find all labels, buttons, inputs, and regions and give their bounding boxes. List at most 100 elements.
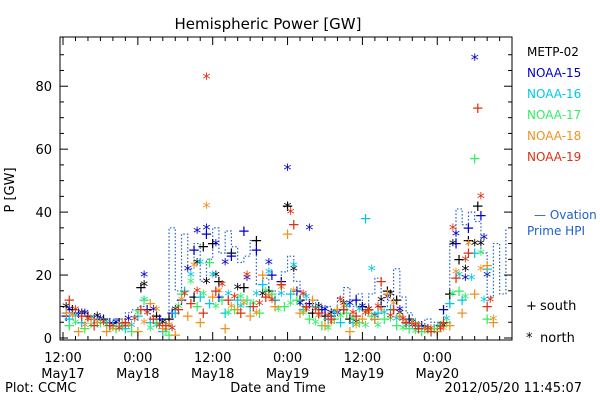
south-point-noaa-19: + (462, 244, 475, 262)
north-point-noaa-15: * (305, 220, 313, 239)
north-point-noaa-19: * (231, 289, 239, 308)
south-point-metp-02: + (381, 282, 394, 300)
north-point-noaa-19: * (449, 220, 457, 239)
south-point-noaa-17: + (378, 310, 391, 328)
south-point-noaa-19: + (425, 323, 438, 341)
south-point-noaa-18: + (256, 266, 269, 284)
x-tick-label-time: 0:00 (423, 351, 452, 366)
south-point-metp-02: + (331, 301, 344, 319)
legend-entry-noaa-15: NOAA-15 (527, 66, 581, 80)
south-point-noaa-16: + (219, 304, 232, 322)
south-point-noaa-19: + (222, 291, 235, 309)
north-point-noaa-15: * (202, 220, 210, 239)
south-point-noaa-18: + (194, 313, 207, 331)
north-point-noaa-17: * (162, 324, 170, 343)
north-point-noaa-17: * (477, 245, 485, 264)
south-point-noaa-18: + (481, 257, 494, 275)
legend-entry-noaa-17: NOAA-17 (527, 108, 581, 122)
south-point-noaa-15: + (188, 241, 201, 259)
north-point-metp-02: * (471, 236, 479, 255)
south-point-noaa-18: + (169, 326, 182, 344)
south-point-noaa-16: + (309, 298, 322, 316)
north-point-noaa-18: * (140, 314, 148, 333)
south-point-noaa-19: + (197, 304, 210, 322)
north-point-noaa-19: * (287, 204, 295, 223)
south-point-metp-02: + (135, 279, 148, 297)
north-point-noaa-16: * (196, 254, 204, 273)
north-point-noaa-15: * (221, 254, 229, 273)
south-point-noaa-15: + (103, 313, 116, 331)
south-point-noaa-19: + (259, 288, 272, 306)
north-point-noaa-18: * (252, 305, 260, 324)
north-point-metp-02: * (427, 321, 435, 340)
north-point-noaa-18: * (315, 308, 323, 327)
north-point-noaa-19: * (84, 311, 92, 330)
south-point-noaa-19: + (472, 99, 485, 117)
south-point-noaa-16: + (297, 301, 310, 319)
south-point-metp-02: + (250, 231, 263, 249)
north-point-noaa-19: * (436, 321, 444, 340)
north-point-noaa-18: * (124, 317, 132, 336)
x-tick-label-date: May19 (341, 367, 384, 382)
north-point-noaa-15: * (371, 308, 379, 327)
south-point-noaa-18: + (344, 323, 357, 341)
south-point-noaa-16: + (431, 320, 444, 338)
south-point-metp-02: + (263, 282, 276, 300)
south-point-noaa-17: + (63, 316, 76, 334)
north-point-noaa-18: * (93, 314, 101, 333)
x-axis-label: Date and Time (230, 381, 326, 396)
north-point-noaa-15: * (184, 261, 192, 280)
south-point-metp-02: + (269, 291, 282, 309)
x-tick-label-date: May18 (191, 367, 234, 382)
south-point-noaa-18: + (306, 291, 319, 309)
south-point-metp-02: + (97, 310, 110, 328)
y-axis: 0 20 40 60 80 (35, 54, 512, 347)
south-point-noaa-15: + (350, 291, 363, 309)
south-point-metp-02: + (188, 288, 201, 306)
north-point-noaa-16: * (187, 267, 195, 286)
south-point-noaa-15: + (316, 301, 329, 319)
south-point-noaa-16: + (91, 313, 104, 331)
south-point-noaa-15: + (415, 316, 428, 334)
north-point-noaa-19: * (461, 251, 469, 270)
north-point-noaa-17: * (199, 286, 207, 305)
north-point-noaa-18: * (81, 317, 89, 336)
north-point-noaa-15: * (461, 270, 469, 289)
south-point-noaa-19: + (450, 269, 463, 287)
south-point-noaa-16: + (231, 291, 244, 309)
plot-credit: Plot: CCMC (5, 381, 76, 396)
north-point-metp-02: * (284, 198, 292, 217)
south-point-noaa-16: + (347, 313, 360, 331)
north-point-noaa-18: * (402, 314, 410, 333)
south-point-noaa-16: + (144, 313, 157, 331)
south-point-noaa-15: + (303, 294, 316, 312)
south-point-noaa-18: + (443, 316, 456, 334)
north-point-noaa-18: * (440, 321, 448, 340)
north-point-noaa-15: * (396, 302, 404, 321)
north-point-noaa-16: * (103, 314, 111, 333)
south-point-metp-02: + (390, 291, 403, 309)
south-point-noaa-18: + (132, 323, 145, 341)
south-point-noaa-19: + (288, 216, 301, 234)
north-point-noaa-18: * (302, 302, 310, 321)
north-point-noaa-16: * (87, 311, 95, 330)
north-point-noaa-17: * (87, 317, 95, 336)
south-point-noaa-17: + (110, 320, 123, 338)
north-point-noaa-15: * (96, 311, 104, 330)
north-point-metp-02: * (365, 302, 373, 321)
north-point-metp-02: * (377, 292, 385, 311)
south-point-metp-02: + (453, 250, 466, 268)
north-point-noaa-16: * (209, 267, 217, 286)
south-point-noaa-16: + (481, 260, 494, 278)
south-point-noaa-18: + (406, 313, 419, 331)
south-point-noaa-19: + (481, 298, 494, 316)
x-tick-label-date: May19 (266, 367, 309, 382)
north-point-noaa-16: * (302, 289, 310, 308)
north-point-noaa-19: * (312, 302, 320, 321)
south-point-noaa-17: + (216, 291, 229, 309)
north-point-noaa-19: * (156, 317, 164, 336)
north-point-noaa-18: * (178, 292, 186, 311)
south-point-noaa-16: + (409, 313, 422, 331)
north-point-metp-02: * (193, 254, 201, 273)
north-point-metp-02: * (449, 236, 457, 255)
